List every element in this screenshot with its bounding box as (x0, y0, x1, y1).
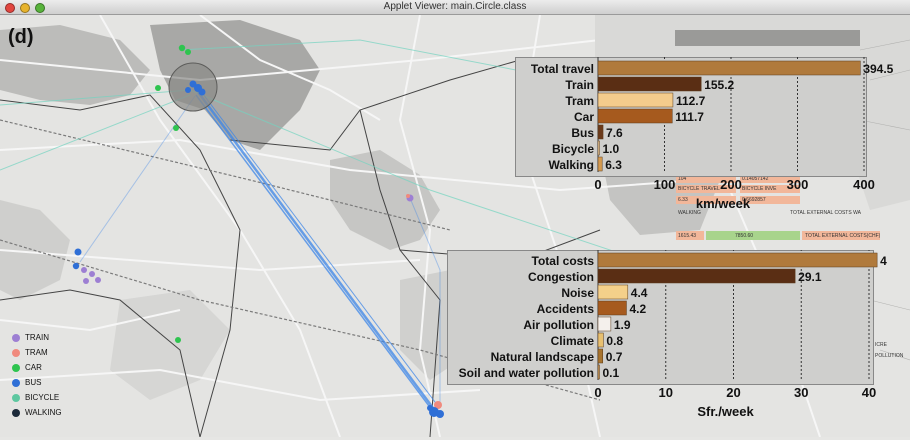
map-svg[interactable] (0, 15, 910, 437)
category-label: Bicycle (552, 142, 594, 156)
data-bar (597, 268, 796, 284)
cost-chart: Total costs 41.2 Congestion 29.1 Noise 4.4 Acc… (447, 249, 904, 440)
data-bar (597, 140, 600, 156)
cost-chart-svg: Total costs 41.2 Congestion 29.1 Noise 4.4 Acc… (459, 249, 904, 419)
data-bar (597, 60, 861, 76)
legend-dot-icon (12, 393, 20, 402)
category-label: Car (574, 110, 594, 124)
value-label: 155.2 (704, 78, 734, 92)
x-tick-label: 0 (594, 177, 601, 192)
category-label: Soil and water pollution (459, 366, 594, 380)
legend-dot-icon (12, 333, 20, 342)
x-tick-label: 30 (794, 385, 808, 400)
value-label: 0.1 (603, 366, 620, 380)
x-tick-label: 400 (853, 177, 875, 192)
legend-label: BICYCLE (25, 393, 60, 402)
data-bar (597, 316, 612, 332)
x-tick-label: 40 (862, 385, 876, 400)
data-bar (597, 348, 603, 364)
value-label: 112.7 (676, 94, 706, 108)
data-bar (597, 124, 604, 140)
category-label: Accidents (537, 302, 595, 316)
x-tick-label: 0 (594, 385, 601, 400)
window-title: Applet Viewer: main.Circle.class (383, 1, 527, 12)
data-bar (597, 332, 604, 348)
legend-item: CAR (12, 360, 62, 375)
value-label: 111.7 (675, 110, 704, 124)
x-tick-label: 20 (726, 385, 740, 400)
data-bar (597, 284, 629, 300)
value-label: 41.2 (880, 254, 887, 268)
value-label: 7.6 (606, 126, 623, 140)
value-label: 0.8 (606, 334, 623, 348)
legend-item: TRAIN (12, 330, 62, 345)
close-button[interactable] (5, 3, 15, 13)
data-bar (597, 76, 702, 92)
x-tick-label: 300 (787, 177, 809, 192)
window-titlebar: Applet Viewer: main.Circle.class (0, 0, 910, 15)
legend-dot-icon (12, 348, 20, 357)
travel-chart: Total travel 394.5 Train 155.2 Tram 112.7 Car 1… (515, 57, 895, 232)
value-label: 1.0 (603, 142, 620, 156)
value-label: 394.5 (863, 62, 893, 76)
legend-item: BICYCLE (12, 390, 62, 405)
mode-legend: TRAIN TRAM CAR BUS BICYCLE WALKING (12, 330, 62, 420)
x-axis-title: km/week (696, 196, 751, 211)
legend-item: TRAM (12, 345, 62, 360)
data-bar (597, 252, 878, 268)
category-label: Bus (571, 126, 594, 140)
category-label: Total costs (532, 254, 595, 268)
travel-chart-svg: Total travel 394.5 Train 155.2 Tram 112.7 Car 1… (531, 57, 894, 211)
data-bar (597, 364, 600, 380)
x-axis-title: Sfr./week (697, 404, 754, 419)
value-label: 0.7 (606, 350, 623, 364)
category-label: Total travel (531, 62, 594, 76)
map-canvas[interactable] (0, 15, 910, 437)
value-label: 1.9 (614, 318, 631, 332)
legend-dot-icon (12, 378, 20, 387)
legend-label: CAR (25, 363, 42, 372)
legend-item: BUS (12, 375, 62, 390)
x-tick-label: 100 (654, 177, 676, 192)
panel-label: (d) (8, 26, 34, 48)
legend-item: WALKING (12, 405, 62, 420)
legend-label: TRAM (25, 348, 48, 357)
legend-dot-icon (12, 363, 20, 372)
minimize-button[interactable] (20, 3, 30, 13)
data-bar (597, 92, 674, 108)
category-label: Tram (565, 94, 594, 108)
legend-label: BUS (25, 378, 42, 387)
value-label: 6.3 (605, 158, 622, 172)
legend-label: TRAIN (25, 333, 49, 342)
data-bar (597, 108, 673, 124)
value-label: 4.4 (631, 286, 648, 300)
x-tick-label: 200 (720, 177, 742, 192)
category-label: Walking (548, 158, 594, 172)
category-label: Congestion (528, 270, 594, 284)
category-label: Natural landscape (491, 350, 595, 364)
zoom-button[interactable] (35, 3, 45, 13)
data-bar (597, 300, 627, 316)
value-label: 4.2 (629, 302, 646, 316)
x-tick-label: 10 (659, 385, 673, 400)
legend-dot-icon (12, 408, 20, 417)
data-bar (597, 156, 603, 172)
legend-label: WALKING (25, 408, 62, 417)
category-label: Noise (561, 286, 594, 300)
category-label: Train (565, 78, 594, 92)
value-label: 29.1 (798, 270, 822, 284)
category-label: Climate (551, 334, 595, 348)
category-label: Air pollution (523, 318, 594, 332)
